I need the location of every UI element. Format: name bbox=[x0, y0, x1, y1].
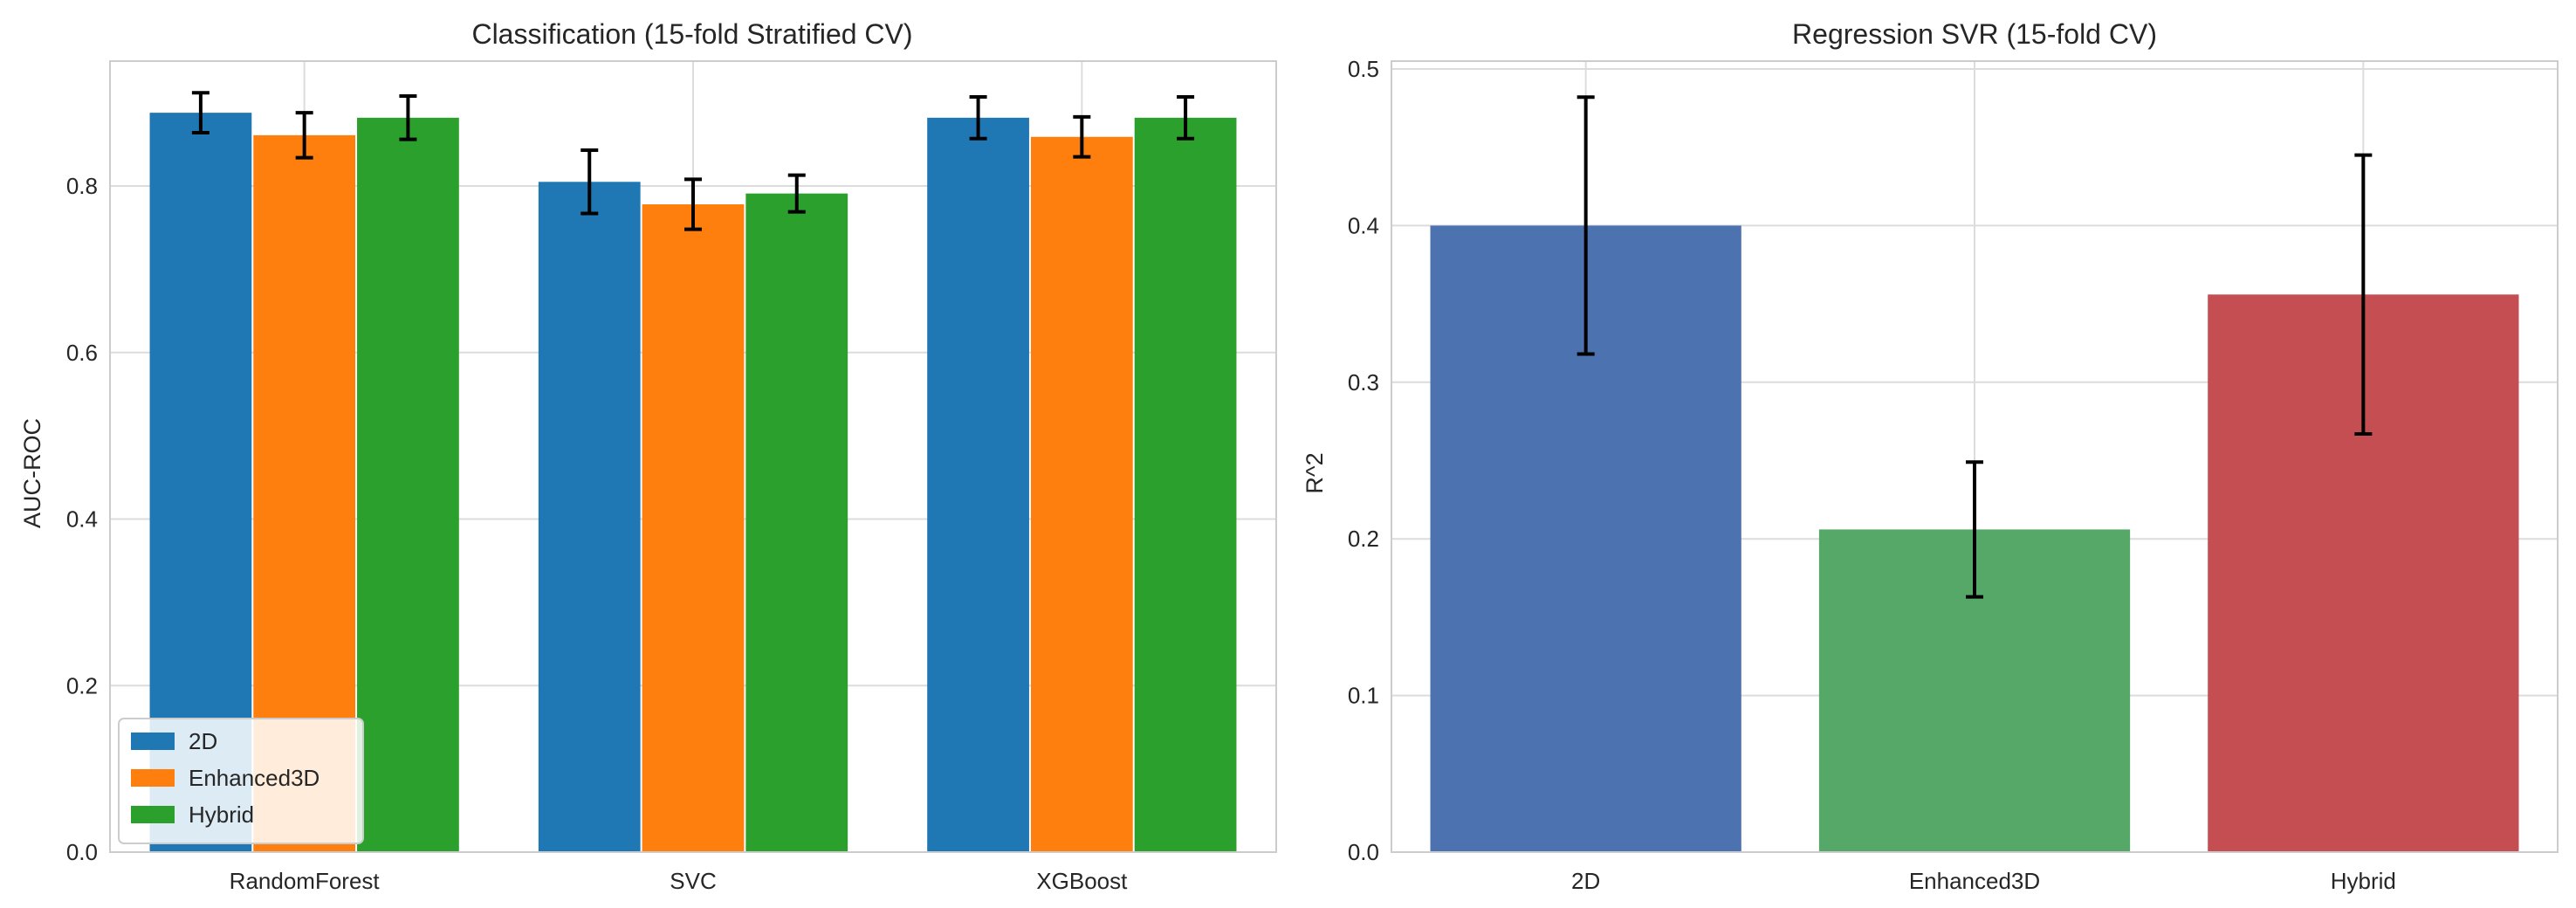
chart1-legend-swatch bbox=[131, 733, 175, 750]
chart2-y-axis-label: R^2 bbox=[1302, 452, 1328, 493]
chart1-legend-label: Enhanced3D bbox=[189, 765, 319, 791]
chart2-plot-frame bbox=[1391, 60, 2559, 853]
chart1-y-ticks: 0.0 0.2 0.4 0.6 0.8 bbox=[66, 173, 98, 865]
chart1-bar bbox=[357, 117, 459, 852]
chart2-y-ticks: 0.0 0.1 0.2 0.3 0.4 0.5 bbox=[1348, 56, 1379, 865]
chart1-plot-frame bbox=[109, 60, 1277, 853]
chart2-x-tick-label: Enhanced3D bbox=[1909, 868, 2040, 894]
chart1-bar bbox=[745, 193, 848, 852]
chart1-legend-label: 2D bbox=[189, 728, 217, 754]
chart2-x-tick-label: 2D bbox=[1571, 868, 1600, 894]
chart2-title: Regression SVR (15-fold CV) bbox=[1792, 18, 2157, 50]
chart1-title: Classification (15-fold Stratified CV) bbox=[471, 18, 912, 50]
chart1-legend-box bbox=[118, 718, 364, 844]
chart1-bar bbox=[927, 117, 1029, 852]
chart2-y-tick-label: 0.2 bbox=[1348, 526, 1379, 552]
chart1-x-tick-label: RandomForest bbox=[230, 868, 381, 894]
chart2-bars bbox=[1430, 225, 2519, 853]
chart2-x-tick-label: Hybrid bbox=[2331, 868, 2396, 894]
chart1-y-tick-label: 0.2 bbox=[66, 672, 98, 698]
chart2-y-tick-label: 0.1 bbox=[1348, 683, 1379, 709]
chart1-y-tick-label: 0.6 bbox=[66, 340, 98, 366]
chart1-legend: 2D Enhanced3D Hybrid bbox=[118, 718, 364, 844]
chart1-y-tick-label: 0.0 bbox=[66, 839, 98, 865]
chart1-error-bars bbox=[191, 91, 1195, 231]
chart1-bar bbox=[642, 204, 745, 852]
chart2-y-tick-label: 0.0 bbox=[1348, 839, 1379, 865]
chart1-bar bbox=[1030, 136, 1133, 852]
classification-chart: Classification (15-fold Stratified CV) A… bbox=[19, 18, 1277, 894]
chart1-x-ticks: RandomForest SVC XGBoost bbox=[230, 868, 1128, 894]
chart1-bar bbox=[538, 182, 641, 853]
chart1-y-axis-label: AUC-ROC bbox=[19, 418, 45, 528]
chart1-x-tick-label: XGBoost bbox=[1036, 868, 1128, 894]
chart1-y-tick-label: 0.8 bbox=[66, 173, 98, 199]
chart2-x-ticks: 2D Enhanced3D Hybrid bbox=[1571, 868, 2396, 894]
regression-chart: Regression SVR (15-fold CV) R^2 0.00.10.… bbox=[1302, 18, 2559, 894]
chart1-legend-swatch bbox=[131, 806, 175, 823]
chart1-legend-label: Hybrid bbox=[189, 801, 254, 828]
chart2-y-tick-label: 0.5 bbox=[1348, 56, 1379, 82]
chart1-legend-swatch bbox=[131, 769, 175, 787]
chart2-y-tick-label: 0.3 bbox=[1348, 369, 1379, 396]
chart1-x-tick-label: SVC bbox=[670, 868, 716, 894]
chart2-y-tick-label: 0.4 bbox=[1348, 212, 1379, 238]
chart1-y-tick-label: 0.4 bbox=[66, 506, 98, 533]
chart1-bar bbox=[1134, 117, 1237, 852]
chart2-error-bars bbox=[1577, 95, 2373, 599]
